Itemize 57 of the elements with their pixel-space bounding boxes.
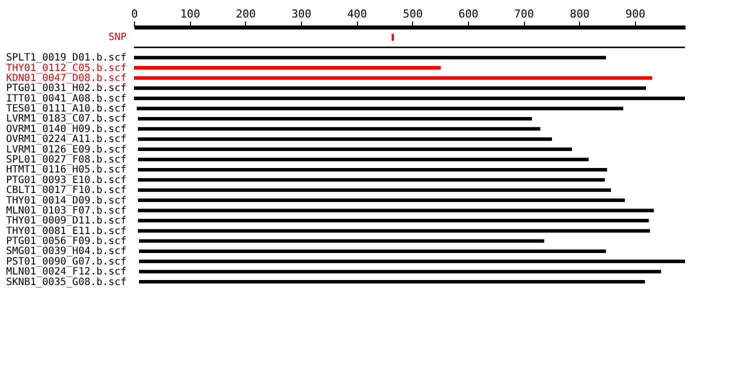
bar <box>134 56 606 60</box>
y-tick-label: SPL01_0027_F08.b.scf <box>6 154 126 166</box>
x-tick-label: 100 <box>180 8 200 20</box>
y-tick-label: SPLT1_0019_D01.b.scf <box>6 52 126 64</box>
bar <box>138 229 650 233</box>
bar <box>138 158 589 162</box>
y-tick-label: SNP <box>108 32 126 44</box>
bar <box>138 208 654 212</box>
bar <box>134 86 646 90</box>
bar <box>138 127 540 131</box>
bar <box>139 270 662 274</box>
y-tick-label: OVRM1_0140_H09.b.scf <box>6 124 126 135</box>
bar <box>139 260 685 264</box>
y-tick-label: HTMT1_0116_H05.b.scf <box>6 164 126 176</box>
y-tick-label: THY01_0081_E11.b.scf <box>6 226 126 237</box>
x-tick-label: 900 <box>625 8 646 20</box>
bar <box>139 249 606 253</box>
x-tick-label: 800 <box>570 8 590 20</box>
bar <box>138 168 608 172</box>
y-tick-label: LVRM1_0126_E09.b.scf <box>6 144 126 156</box>
bar <box>136 106 624 110</box>
y-tick-label: PST01_0090_G07.b.scf <box>6 256 126 268</box>
y-tick-label: OVRM1_0224_A11.b.scf <box>6 134 126 146</box>
y-tick-label: THY01_0009_D11.b.scf <box>6 216 126 227</box>
y-tick-label: MLN01_0103_F07.b.scf <box>6 205 126 216</box>
x-tick-label: 700 <box>514 8 534 20</box>
y-tick-label: TES01_0111_A10.b.scf <box>6 104 126 115</box>
bar <box>134 76 652 80</box>
y-tick-label: PTG01_0056_F09.b.scf <box>6 236 126 248</box>
bar <box>138 148 572 152</box>
bar <box>139 280 645 284</box>
y-tick-label: ITT01_0041_A08.b.scf <box>6 93 126 104</box>
x-tick-label: 200 <box>236 8 256 20</box>
bar <box>134 66 441 70</box>
bar <box>138 137 552 141</box>
bar <box>139 239 544 243</box>
y-tick-label: SMG01_0039_H04.b.scf <box>6 246 126 258</box>
bar <box>134 96 685 100</box>
y-tick-label: LVRM1_0183_C07.b.scf <box>6 114 126 125</box>
x-tick-label: 600 <box>458 8 478 20</box>
bar <box>138 188 611 192</box>
x-tick-label: 400 <box>347 8 368 20</box>
y-tick-label: MLN01_0024_F12.b.scf <box>6 266 126 278</box>
y-tick-label: PTG01_0093_E10.b.scf <box>6 174 126 186</box>
y-tick-label: SKNB1_0035_G08.b.scf <box>6 276 126 288</box>
y-tick-label: KDN01_0047_D08.b.scf <box>6 72 126 84</box>
bar <box>138 198 625 202</box>
bar <box>138 178 605 182</box>
x-tick-label: 0 <box>131 8 138 20</box>
y-tick-label: CBLT1_0017_F10.b.scf <box>6 185 126 196</box>
bar <box>138 218 649 222</box>
y-tick-label: THY01_0014_D09.b.scf <box>6 195 126 206</box>
y-tick-label: THY01_0112_C05.b.scf <box>6 62 126 74</box>
bar <box>138 116 532 120</box>
x-tick-label: 500 <box>402 8 423 20</box>
x-tick-label: 300 <box>292 8 312 20</box>
y-tick-label: PTG01_0031_H02.b.scf <box>6 83 126 94</box>
